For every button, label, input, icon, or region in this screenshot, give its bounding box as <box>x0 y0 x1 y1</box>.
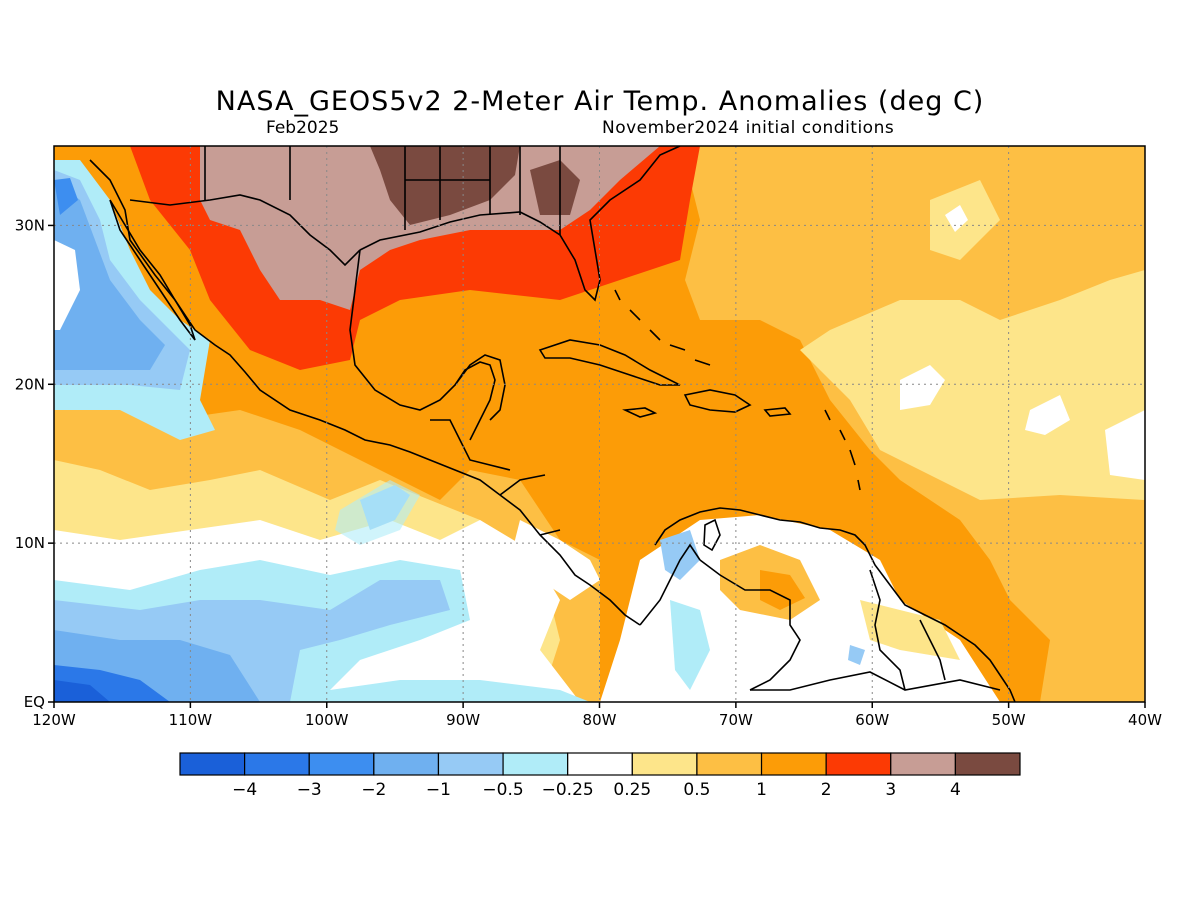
anomaly-region-atlantic-025-05 <box>800 270 1145 500</box>
colorbar-swatch <box>696 752 763 776</box>
brazil-border <box>750 671 1001 691</box>
colorbar-label: 0.5 <box>683 780 710 800</box>
us-mexico-border <box>129 194 361 267</box>
anomaly-region-south-america-warm2 <box>760 570 805 610</box>
initial-conditions-label: November2024 initial conditions <box>602 118 895 138</box>
yucatan-peninsula <box>454 354 506 421</box>
colorbar-swatch <box>954 752 1021 776</box>
anomaly-region-atlantic-neutral-b <box>1025 395 1070 435</box>
anomaly-region-us-over-4 <box>370 146 520 225</box>
colorbar-swatch <box>567 752 633 776</box>
colorbar-swatch <box>179 752 246 776</box>
colorbar-swatch <box>890 752 956 776</box>
colorbar-swatch <box>760 752 827 776</box>
colorbar-swatch <box>308 752 375 776</box>
colorbar-label: −2 <box>361 780 386 800</box>
lon-tick-label: 70W <box>719 711 753 729</box>
longitude-axis: 120W 110W 100W 90W 80W 70W 60W 50W 40W <box>32 702 1162 729</box>
colorbar: −4 −3 −2 −1 −0.5 −0.25 0.25 0.5 1 2 3 4 <box>179 752 1021 800</box>
lat-tick-label: 10N <box>15 534 45 552</box>
north-america-coastline <box>89 159 641 626</box>
land-outlines <box>89 146 1016 702</box>
lon-tick-label: 40W <box>1128 711 1162 729</box>
hispaniola <box>683 389 752 413</box>
map-title: NASA_GEOS5v2 2-Meter Air Temp. Anomalies… <box>215 86 985 117</box>
colorbar-label: −4 <box>232 780 257 800</box>
jamaica <box>622 407 658 418</box>
anomaly-region-south-america-blue2 <box>670 600 710 690</box>
anomaly-region-baja-white <box>54 240 80 330</box>
anomaly-region-atlantic-neutral-c <box>1105 410 1145 480</box>
lon-tick-label: 100W <box>305 711 349 729</box>
anomaly-region-us-over-4b <box>530 160 580 215</box>
lat-tick-label: EQ <box>24 693 45 711</box>
gridlines <box>54 146 1145 702</box>
bahamas <box>614 289 711 366</box>
lon-tick-label: 50W <box>992 711 1026 729</box>
anomaly-region-baja-mid-blue <box>54 180 165 370</box>
south-america-coast <box>654 507 1016 702</box>
colorbar-swatch <box>437 752 504 776</box>
anomaly-region-central-america-neutral <box>510 520 600 600</box>
baja-peninsula <box>109 199 196 341</box>
lon-tick-label: 120W <box>32 711 76 729</box>
colorbar-label: 1 <box>756 780 767 800</box>
anomaly-region-atlantic-neutral-a <box>900 365 945 410</box>
forecast-month: Feb2025 <box>266 118 340 138</box>
puerto-rico <box>763 407 792 417</box>
mexico-gulf-coast <box>349 249 496 441</box>
colorbar-label: −0.25 <box>542 780 594 800</box>
colorbar-label: −3 <box>297 780 322 800</box>
lat-tick-label: 30N <box>15 216 45 234</box>
lon-tick-label: 60W <box>855 711 889 729</box>
cuba <box>538 339 681 386</box>
anomaly-region-pacific-darkest-blue <box>54 680 110 702</box>
anomaly-region-atlantic-neutral-d <box>945 205 968 232</box>
colorbar-label: 4 <box>950 780 961 800</box>
anomaly-field <box>54 146 1145 702</box>
anomaly-region-south-america-blue <box>660 530 700 580</box>
colorbar-swatch <box>631 752 698 776</box>
anomaly-region-pacific-blue-patch2 <box>335 480 420 545</box>
colorbar-label: 0.25 <box>613 780 651 800</box>
lesser-antilles <box>824 409 861 491</box>
lon-tick-label: 80W <box>583 711 617 729</box>
central-america-borders <box>430 419 561 536</box>
latitude-axis: EQ 10N 20N 30N <box>15 216 54 711</box>
anomaly-region-baja-deeper <box>54 178 78 215</box>
lon-tick-label: 110W <box>169 711 213 729</box>
colorbar-label: −0.5 <box>482 780 523 800</box>
anomaly-region-south-america-blue3 <box>848 645 865 665</box>
guyana-border <box>869 569 906 691</box>
colorbar-swatch <box>373 752 440 776</box>
colorbar-swatch <box>825 752 892 776</box>
suriname-border <box>919 619 946 681</box>
colorbar-label: 3 <box>885 780 896 800</box>
us-state-borders <box>204 146 561 235</box>
anomaly-region-south-america-warm3 <box>860 600 960 660</box>
colorbar-swatch <box>502 752 569 776</box>
colorbar-label: 2 <box>821 780 832 800</box>
venezuela-border <box>699 559 801 691</box>
colorbar-swatch <box>244 752 310 776</box>
lake-maracaibo <box>703 518 721 552</box>
lon-tick-label: 90W <box>446 711 480 729</box>
gulf-coast <box>359 146 681 302</box>
lat-tick-label: 20N <box>15 375 45 393</box>
colombia-border <box>639 543 701 626</box>
colorbar-label: −1 <box>426 780 451 800</box>
